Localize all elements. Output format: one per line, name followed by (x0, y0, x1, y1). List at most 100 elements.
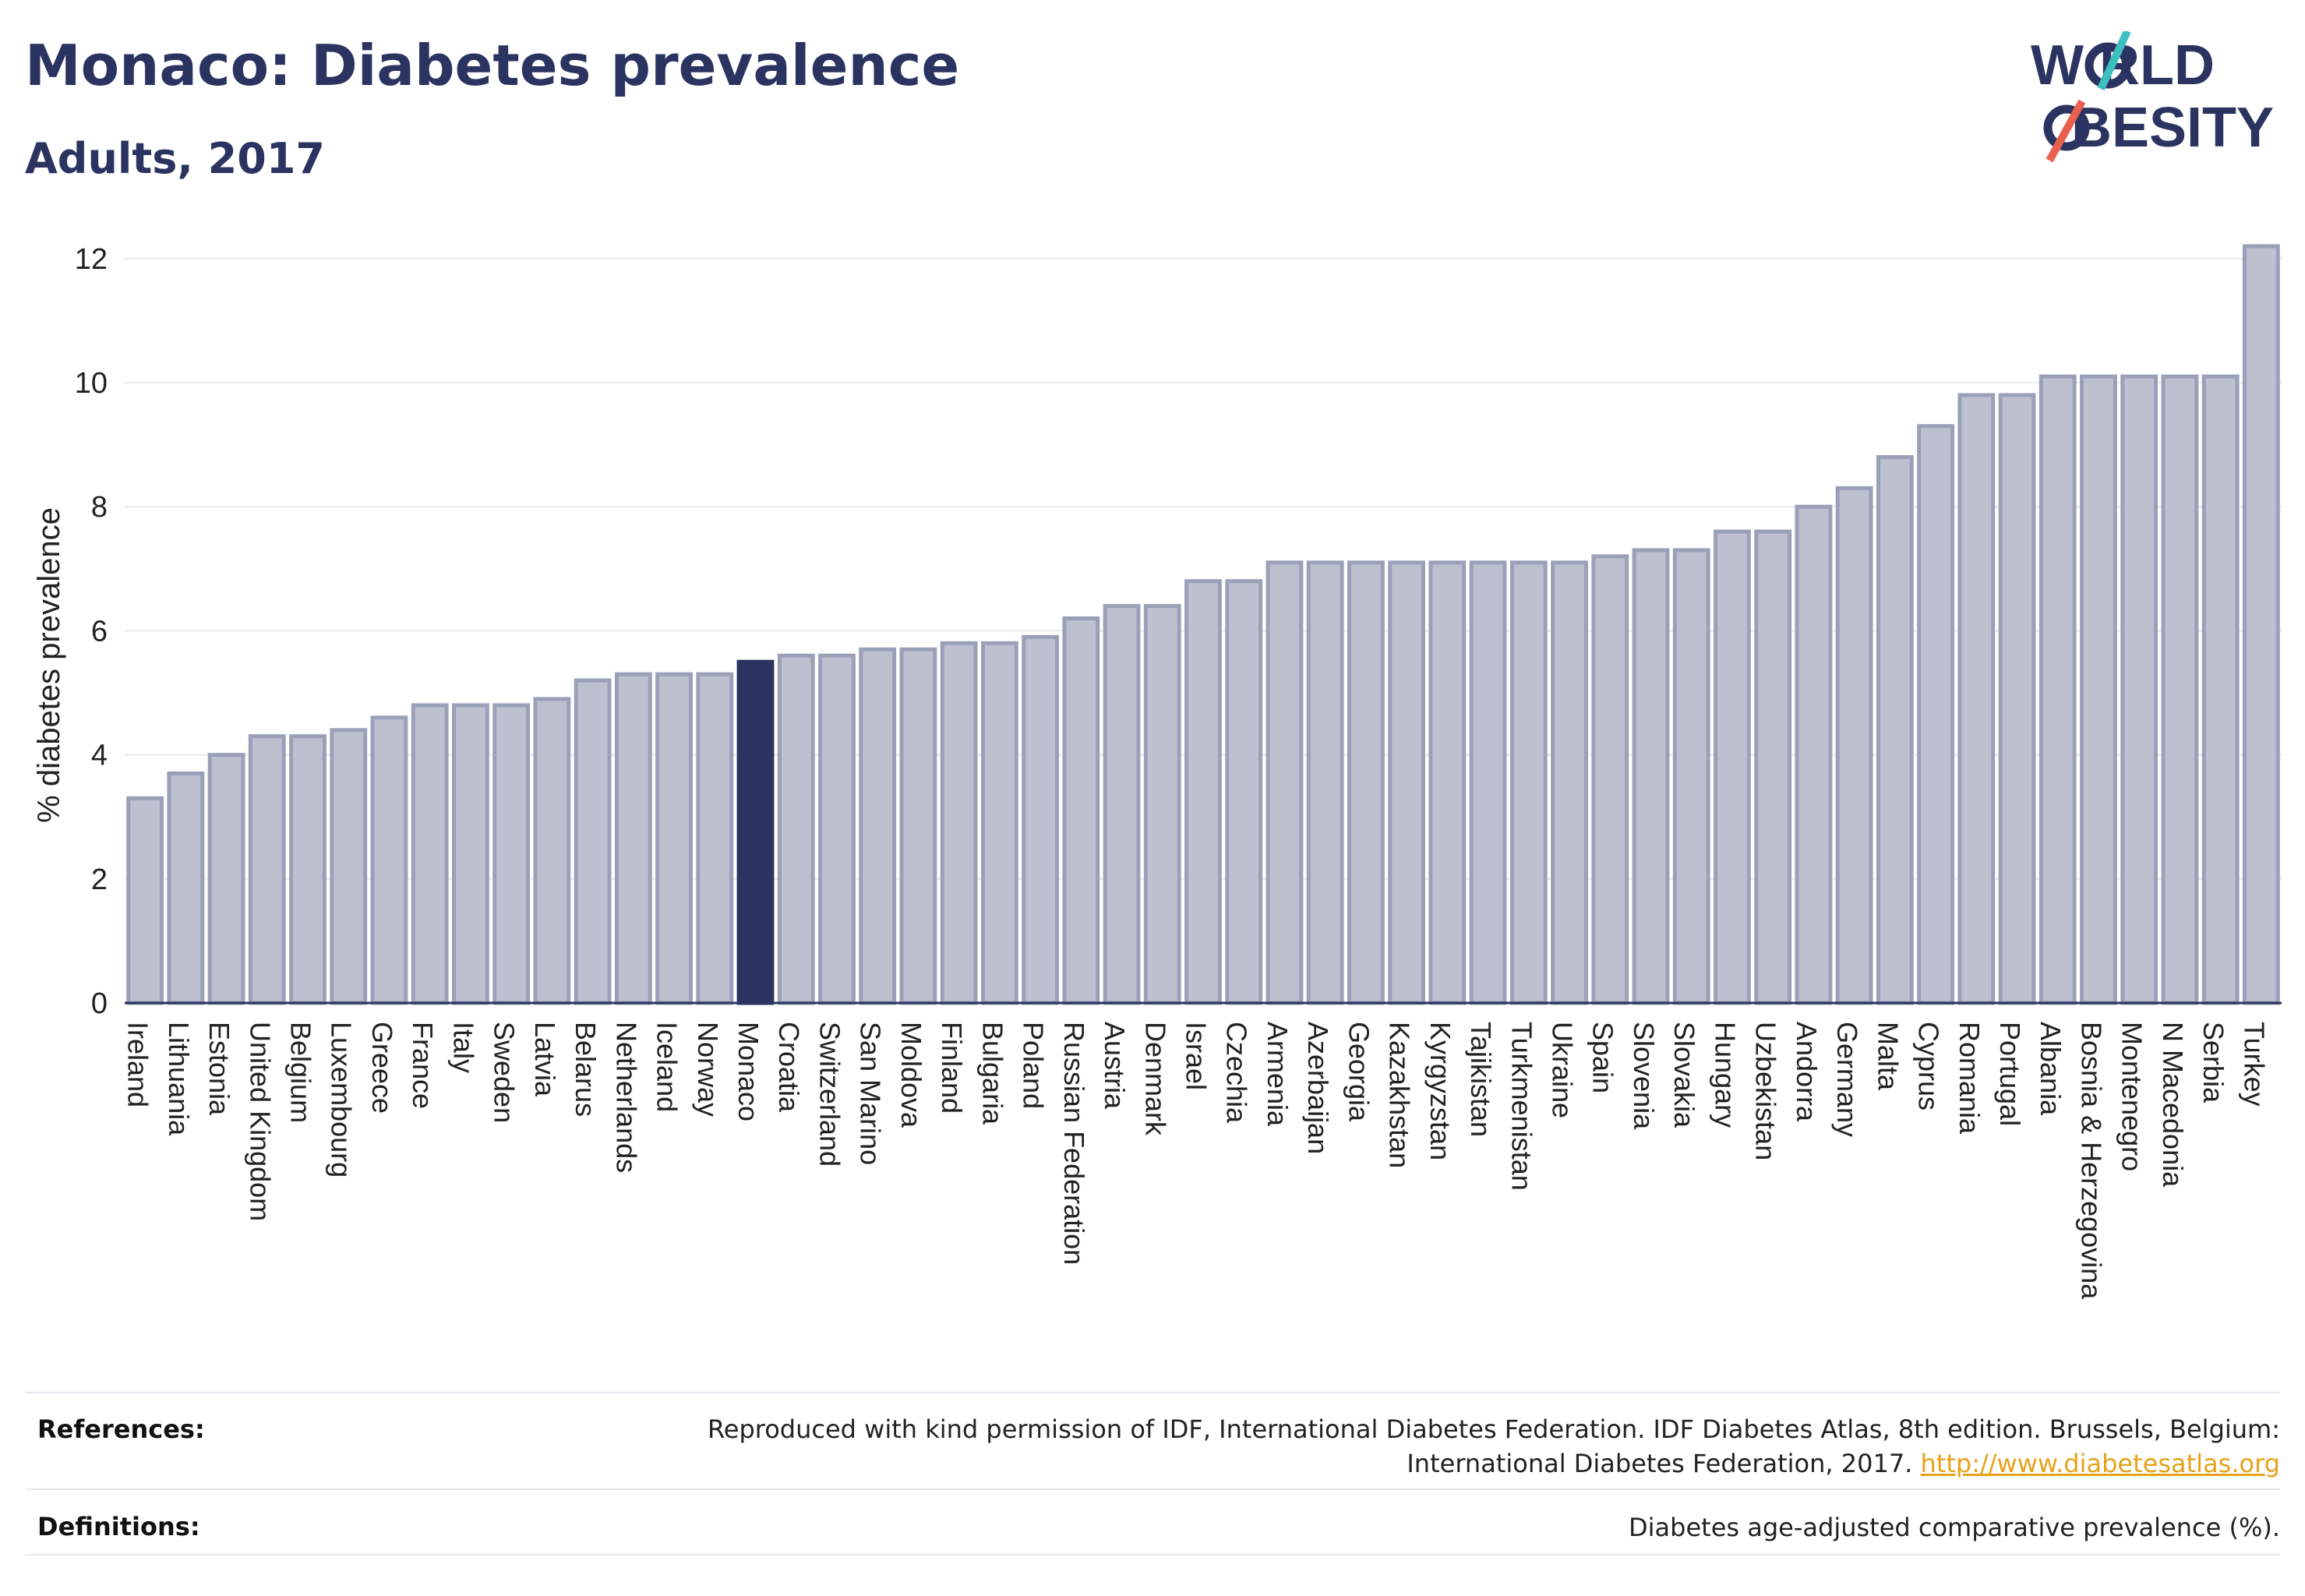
bar[interactable] (1225, 579, 1263, 1005)
bar[interactable] (696, 672, 734, 1005)
bar[interactable] (330, 728, 368, 1005)
references-link[interactable]: http://www.diabetesatlas.org (1920, 1449, 2280, 1478)
bar[interactable] (1428, 560, 1467, 1005)
x-tick-label: Portugal (1994, 1022, 2026, 1126)
x-tick-label: Cyprus (1913, 1022, 1945, 1110)
bar[interactable] (574, 678, 612, 1005)
bar[interactable] (492, 703, 531, 1005)
x-tick-label: Kyrgyzstan (1424, 1022, 1456, 1160)
bar[interactable] (1184, 579, 1222, 1005)
x-tick-label: Iceland (651, 1022, 683, 1112)
x-axis-ticks: Ireland Lithuania Estonia United Kingdom Bel… (122, 1022, 2271, 1300)
bar[interactable] (1795, 504, 1833, 1005)
bar[interactable] (2242, 244, 2280, 1005)
x-tick-label: Denmark (1139, 1022, 1171, 1136)
bar[interactable] (2120, 374, 2159, 1005)
x-tick-label: France (407, 1022, 439, 1109)
bar[interactable] (1714, 529, 1751, 1005)
x-tick-label: Poland (1018, 1022, 1050, 1109)
x-tick-label: Monaco (732, 1022, 764, 1121)
bar[interactable] (1347, 560, 1385, 1005)
bar[interactable] (2080, 374, 2117, 1005)
bar[interactable] (289, 734, 327, 1005)
bar[interactable] (614, 672, 652, 1005)
bar[interactable] (1754, 529, 1792, 1005)
x-tick-label: Switzerland (814, 1022, 845, 1167)
x-tick-label: Tajikistan (1465, 1022, 1497, 1137)
bar-chart: 0 2 4 6 8 10 12 Ireland Lithuania Estonia United … (32, 243, 2282, 1300)
x-tick-label: Belgium (285, 1022, 317, 1123)
bar[interactable] (1957, 393, 1996, 1005)
bar[interactable] (1143, 604, 1181, 1005)
x-tick-label: Netherlands (610, 1022, 642, 1173)
bar[interactable] (1265, 560, 1304, 1005)
bar[interactable] (899, 647, 937, 1005)
bar[interactable] (818, 653, 856, 1005)
bar[interactable] (1062, 616, 1100, 1005)
bar[interactable] (655, 672, 693, 1005)
bar[interactable] (2201, 374, 2240, 1005)
x-tick-label: San Marino (855, 1022, 887, 1165)
bar[interactable] (1551, 560, 1588, 1005)
bar[interactable] (1632, 548, 1670, 1005)
bar[interactable] (1509, 560, 1548, 1005)
bar[interactable] (980, 641, 1018, 1005)
x-tick-label: Serbia (2197, 1022, 2229, 1103)
x-tick-label: United Kingdom (244, 1022, 276, 1221)
bar[interactable] (1998, 393, 2036, 1005)
logo-o-obesity (2043, 104, 2090, 151)
bar[interactable] (1591, 554, 1629, 1005)
bar[interactable] (452, 703, 489, 1005)
bar[interactable] (1022, 634, 1060, 1005)
logo-o-world (2084, 42, 2131, 89)
x-tick-label: Ireland (122, 1022, 154, 1107)
definitions-label: Definitions: (37, 1512, 200, 1541)
bar[interactable] (248, 734, 286, 1005)
bar[interactable] (2038, 374, 2077, 1005)
footer-divider-top (25, 1392, 2280, 1393)
x-tick-label: Germany (1831, 1022, 1863, 1137)
x-tick-label: Greece (366, 1022, 398, 1114)
x-tick-label: Moldova (895, 1022, 927, 1128)
bars (126, 244, 2280, 1005)
bar[interactable] (126, 796, 164, 1005)
x-tick-label: Luxembourg (326, 1022, 358, 1178)
bar[interactable] (1103, 604, 1141, 1005)
x-tick-label: Slovenia (1628, 1022, 1660, 1130)
bar[interactable] (777, 653, 815, 1005)
references-label: References: (37, 1414, 205, 1444)
x-tick-label: Slovakia (1668, 1022, 1700, 1128)
x-tick-label: Georgia (1343, 1022, 1375, 1122)
bar[interactable] (1876, 455, 1914, 1005)
bar[interactable] (411, 703, 449, 1005)
x-tick-label: Norway (692, 1022, 724, 1117)
bar[interactable] (1388, 560, 1426, 1005)
x-tick-label: Austria (1099, 1022, 1131, 1110)
bar[interactable] (167, 771, 205, 1005)
bar[interactable] (207, 753, 245, 1005)
x-tick-label: Hungary (1709, 1022, 1741, 1128)
y-tick-label: 8 (91, 491, 108, 524)
bar[interactable] (1469, 560, 1507, 1005)
y-tick-label: 12 (75, 243, 108, 276)
bar[interactable] (1672, 548, 1710, 1005)
x-tick-label: Bosnia & Herzegovina (2075, 1022, 2107, 1300)
x-tick-label: Estonia (203, 1022, 235, 1116)
x-tick-label: Belarus (570, 1022, 602, 1117)
bar[interactable] (1835, 486, 1873, 1005)
definitions-text: Diabetes age-adjusted comparative preval… (1629, 1513, 2280, 1542)
references-line2-wrap: International Diabetes Federation, 2017.… (566, 1446, 2280, 1481)
bar[interactable] (940, 641, 978, 1005)
bar[interactable] (1917, 424, 1954, 1005)
x-tick-label: Finland (936, 1022, 968, 1114)
x-tick-label: Malta (1872, 1022, 1904, 1091)
bar[interactable] (370, 715, 408, 1005)
x-tick-label: Israel (1180, 1022, 1212, 1090)
bar-highlighted[interactable] (736, 659, 775, 1005)
bar[interactable] (2161, 374, 2199, 1005)
bar[interactable] (533, 697, 571, 1005)
bar[interactable] (859, 647, 897, 1005)
bar[interactable] (1306, 560, 1344, 1005)
x-tick-label: Latvia (529, 1022, 561, 1097)
x-tick-label: Romania (1954, 1022, 1986, 1135)
